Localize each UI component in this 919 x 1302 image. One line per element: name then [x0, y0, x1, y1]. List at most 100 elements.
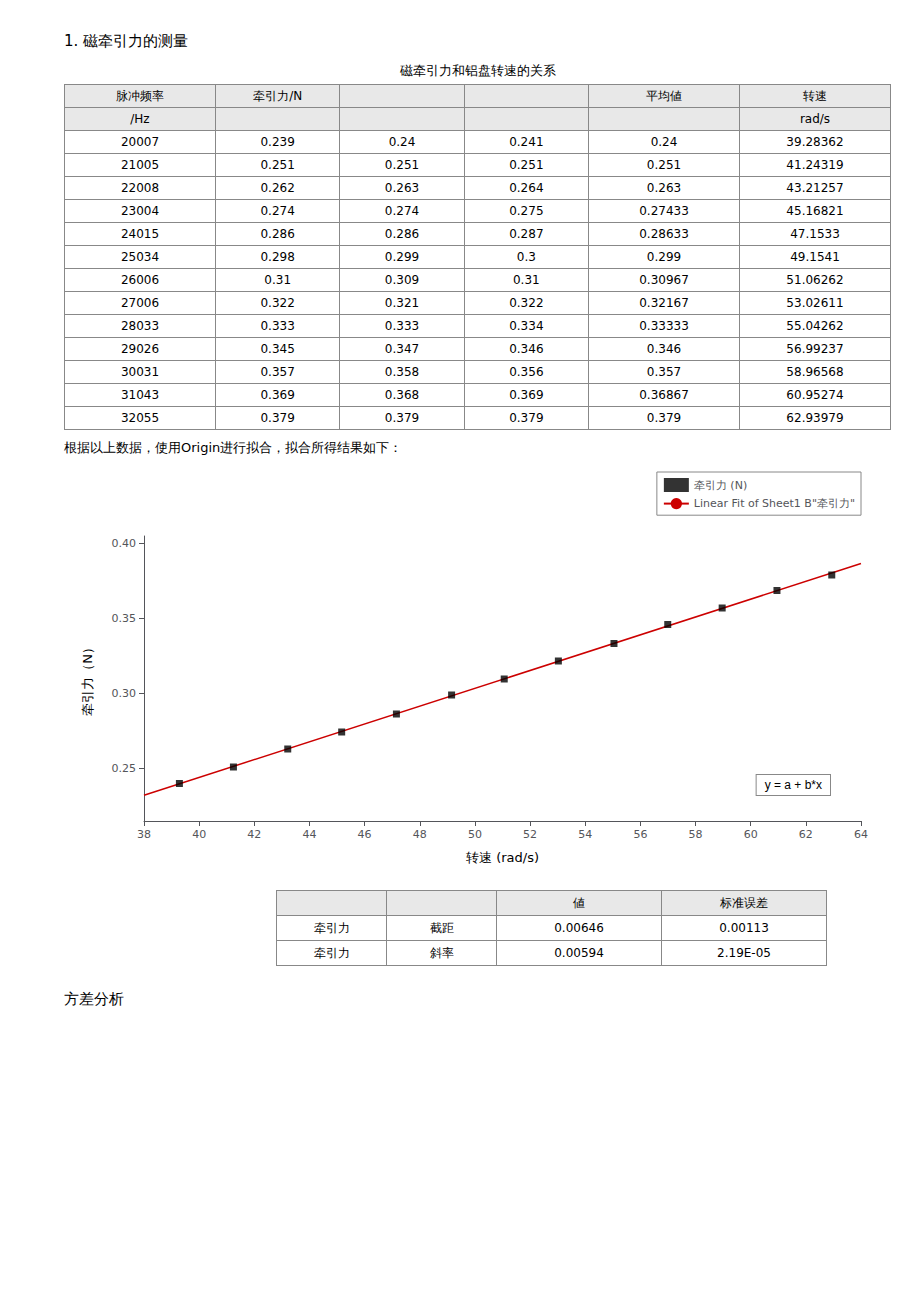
svg-text:48: 48	[413, 828, 427, 841]
html-text:0.241: 0.241	[509, 135, 544, 149]
html-text:43.21257: 43.21257	[786, 181, 844, 195]
svg-text:y = a + b*x: y = a + b*x	[765, 778, 822, 792]
svg-text:0.30: 0.30	[112, 687, 137, 700]
svg-text:64: 64	[854, 828, 868, 841]
html-text:20007: 20007	[120, 135, 160, 149]
html-text:28033: 28033	[120, 319, 160, 333]
html-text:0.251: 0.251	[384, 158, 420, 172]
svg-text:转速 (rad/s): 转速 (rad/s)	[466, 850, 539, 865]
html-text:0.24: 0.24	[650, 135, 678, 149]
html-text:0.28633: 0.28633	[639, 227, 689, 241]
svg-text:牵引力 (N): 牵引力 (N)	[694, 479, 747, 492]
html-text:22008: 22008	[120, 181, 160, 195]
svg-text:40: 40	[192, 828, 206, 841]
html-text:47.1533: 47.1533	[790, 227, 840, 241]
svg-text:58: 58	[689, 828, 703, 841]
html-text:0.286: 0.286	[384, 227, 420, 241]
html-text:0.287: 0.287	[509, 227, 544, 241]
html-text:0.333: 0.333	[260, 319, 295, 333]
html-text:标准误差: 标准误差	[720, 895, 768, 910]
html-text:磁牵引力和铝盘转速的关系: 磁牵引力和铝盘转速的关系	[399, 63, 556, 78]
html-text:0.3: 0.3	[516, 250, 536, 264]
html-text:转速: 转速	[803, 88, 827, 103]
html-text:0.345: 0.345	[260, 342, 295, 356]
html-text:1. 磁牵引力的测量: 1. 磁牵引力的测量	[64, 32, 189, 50]
html-text:0.322: 0.322	[509, 296, 544, 310]
svg-text:54: 54	[578, 828, 592, 841]
html-text:0.274: 0.274	[384, 204, 420, 218]
svg-text:0.40: 0.40	[112, 537, 137, 550]
html-text:平均値: 平均値	[646, 88, 682, 103]
html-text:41.24319: 41.24319	[786, 158, 844, 172]
html-text:0.262: 0.262	[260, 181, 295, 195]
html-text:0.239: 0.239	[260, 135, 295, 149]
html-text:0.346: 0.346	[646, 342, 682, 356]
html-text:0.251: 0.251	[646, 158, 682, 172]
html-text:0.347: 0.347	[384, 342, 420, 356]
html-text:27006: 27006	[120, 296, 160, 310]
html-text:0.322: 0.322	[260, 296, 295, 310]
svg-text:牵引力（N）: 牵引力（N）	[80, 641, 95, 716]
html-text:0.30967: 0.30967	[639, 273, 689, 287]
html-text:0.299: 0.299	[646, 250, 682, 264]
html-text:26006: 26006	[120, 273, 160, 287]
svg-text:Linear Fit of Sheet1 B"牵引力": Linear Fit of Sheet1 B"牵引力"	[694, 497, 855, 510]
svg-text:44: 44	[302, 828, 316, 841]
html-text:51.06262: 51.06262	[786, 273, 844, 287]
html-text:0.31: 0.31	[264, 273, 291, 287]
svg-text:50: 50	[468, 828, 482, 841]
html-text:55.04262: 55.04262	[786, 319, 844, 333]
html-text:0.321: 0.321	[384, 296, 420, 310]
html-text:0.32167: 0.32167	[639, 296, 689, 310]
html-text:23004: 23004	[120, 204, 160, 218]
svg-text:42: 42	[247, 828, 261, 841]
html-text:21005: 21005	[120, 158, 160, 172]
html-text:根据以上数据，使用Origin进行拟合，拟合所得结果如下：: 根据以上数据，使用Origin进行拟合，拟合所得结果如下：	[64, 440, 403, 455]
html-text:53.02611: 53.02611	[786, 296, 844, 310]
svg-text:0.35: 0.35	[112, 612, 137, 625]
html-text:24015: 24015	[120, 227, 160, 241]
svg-text:46: 46	[358, 828, 372, 841]
html-text:56.99237: 56.99237	[786, 342, 844, 356]
html-text:牵引力: 牵引力	[313, 945, 350, 960]
html-text:45.16821: 45.16821	[786, 204, 844, 218]
html-text:0.286: 0.286	[260, 227, 295, 241]
svg-text:56: 56	[633, 828, 647, 841]
html-text:25034: 25034	[120, 250, 160, 264]
html-text:0.274: 0.274	[260, 204, 295, 218]
svg-text:52: 52	[523, 828, 537, 841]
html-text:29026: 29026	[120, 342, 160, 356]
html-text:0.309: 0.309	[384, 273, 420, 287]
html-text:0.298: 0.298	[260, 250, 295, 264]
html-text:0.24: 0.24	[388, 135, 416, 149]
html-text:0.263: 0.263	[384, 181, 420, 195]
html-text:0.333: 0.333	[384, 319, 420, 333]
svg-text:60: 60	[744, 828, 758, 841]
svg-text:0.25: 0.25	[112, 762, 137, 775]
html-text:0.263: 0.263	[646, 181, 682, 195]
html-text:0.334: 0.334	[509, 319, 544, 333]
svg-text:38: 38	[137, 828, 151, 841]
html-text:0.31: 0.31	[513, 273, 540, 287]
html-text:0.264: 0.264	[509, 181, 544, 195]
html-text:方差分析: 方差分析	[64, 990, 124, 1008]
html-text:截距: 截距	[429, 920, 454, 935]
html-text:0.251: 0.251	[509, 158, 544, 172]
html-text:牵引力/N: 牵引力/N	[253, 88, 303, 103]
html-text:0.357: 0.357	[260, 365, 295, 379]
html-text:30031: 30031	[120, 365, 160, 379]
html-text:0.346: 0.346	[509, 342, 544, 356]
html-text:0.33333: 0.33333	[639, 319, 689, 333]
html-text:脉冲频率: 脉冲频率	[116, 88, 164, 103]
svg-text:62: 62	[799, 828, 813, 841]
html-text:49.1541: 49.1541	[790, 250, 840, 264]
html-text:0.275: 0.275	[509, 204, 544, 218]
html-text:斜率: 斜率	[429, 945, 454, 960]
html-text:0.299: 0.299	[384, 250, 420, 264]
html-text:0.27433: 0.27433	[639, 204, 689, 218]
html-text:rad/s: rad/s	[799, 112, 831, 126]
html-text:0.251: 0.251	[260, 158, 295, 172]
html-text:牵引力: 牵引力	[313, 920, 350, 935]
html-text:/Hz: /Hz	[130, 112, 150, 126]
html-text:39.28362: 39.28362	[786, 135, 844, 149]
